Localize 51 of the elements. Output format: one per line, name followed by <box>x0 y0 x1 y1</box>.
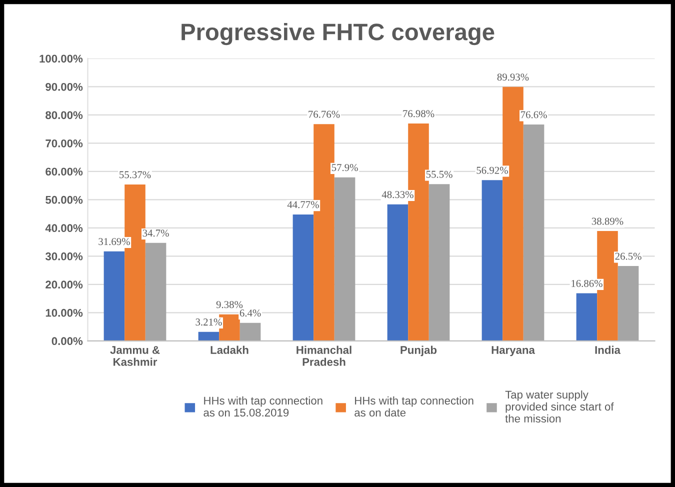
y-tick-label: 100.00% <box>40 54 83 63</box>
y-tick-label: 70.00% <box>46 139 83 148</box>
data-label: 16.86% <box>572 280 602 288</box>
data-label: 48.33% <box>382 191 414 198</box>
legend-label: Tap water supply provided since start of the mission <box>505 390 614 423</box>
bar <box>240 322 261 341</box>
data-label: 55.37% <box>120 171 151 178</box>
legend-label: HHs with tap connection as on 15.08.2019 <box>204 396 322 417</box>
bar <box>523 124 544 341</box>
data-label: 76.76% <box>308 110 340 118</box>
x-tick-label: Haryana <box>492 346 535 356</box>
bar <box>145 242 166 341</box>
x-tick-label: India <box>595 346 621 354</box>
x-tick-label: Himanchal Pradesh <box>296 346 352 366</box>
bar <box>334 177 356 341</box>
bar <box>482 180 503 341</box>
data-label: 38.89% <box>592 218 624 225</box>
x-tick-label: Ladakh <box>210 346 248 354</box>
y-tick-label: 80.00% <box>46 111 83 120</box>
y-tick-label: 20.00% <box>46 280 83 289</box>
bar <box>428 184 450 341</box>
data-label: 9.38% <box>216 301 243 308</box>
data-label: 76.6% <box>521 111 547 118</box>
data-label: 31.69% <box>98 238 130 246</box>
data-label: 6.4% <box>240 310 261 317</box>
bar <box>618 266 639 341</box>
y-tick-label: 0.00% <box>52 337 83 346</box>
x-tick-label: Jammu & Kashmir <box>110 346 160 366</box>
y-tick-label: 90.00% <box>46 82 83 91</box>
bar <box>292 214 314 341</box>
data-label: 57.9% <box>332 164 358 172</box>
bar <box>198 332 220 341</box>
bar <box>387 204 408 341</box>
y-tick-label: 40.00% <box>45 224 83 232</box>
y-tick-label: 50.00% <box>46 196 83 204</box>
y-tick-label: 60.00% <box>46 168 83 176</box>
data-label: 3.21% <box>196 318 222 326</box>
data-label: 26.5% <box>615 252 642 260</box>
data-label: 34.7% <box>142 230 169 237</box>
y-tick-label: 30.00% <box>45 252 83 260</box>
x-tick-label: Punjab <box>400 346 437 356</box>
y-tick-label: 10.00% <box>46 308 83 317</box>
data-label: 55.5% <box>426 170 452 178</box>
legend-label: HHs with tap connection as on date <box>354 396 474 417</box>
bar <box>104 251 125 341</box>
bar <box>576 293 598 341</box>
data-label: 76.98% <box>403 110 434 118</box>
data-label: 89.93% <box>497 74 529 81</box>
chart-title: Progressive FHTC coverage <box>182 23 494 46</box>
data-label: 56.92% <box>476 166 508 174</box>
data-label: 44.77% <box>287 201 319 208</box>
